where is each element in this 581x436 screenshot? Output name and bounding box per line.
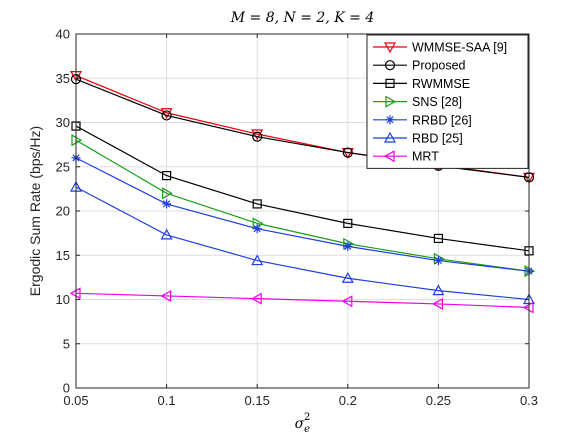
legend-label: RBD [25] [412,132,463,146]
y-tick-label: 5 [63,336,70,351]
data-point-mrt [160,289,172,302]
x-tick-label: 0.3 [520,393,538,408]
data-point-rbd-25 [160,228,173,240]
y-axis-label: Ergodic Sum Rate (bps/Hz) [27,126,43,296]
legend-marker [383,150,395,163]
x-tick-label: 0.2 [339,393,357,408]
y-tick-label: 40 [56,27,70,42]
legend-item-wmmse-saa-9: WMMSE-SAA [9] [373,41,507,55]
legend-item-sns-28: SNS [28] [373,95,462,109]
legend-marker [383,42,397,54]
legend-marker [385,115,395,125]
axis-ticks: 0.05 0.1 0.15 0.2 0.25 0.3 0 5 10 15 20 25 30 35 40 [56,27,539,409]
data-point-proposed [161,110,172,121]
legend-marker [385,95,397,108]
legend-label: MRT [412,150,439,164]
x-label-sub: e [304,424,310,435]
data-point-wmmse-saa-9 [160,108,173,120]
x-tick-label: 0.05 [63,393,88,408]
x-tick-label: 0.25 [426,393,451,408]
data-point-rwmmse [162,171,172,181]
x-tick-label: 0.15 [245,393,270,408]
legend-marker [384,60,396,71]
chart-title: M = 8, N = 2, K = 4 [230,10,374,26]
y-tick-label: 25 [56,159,70,174]
data-point-rrbd-26 [252,224,262,234]
y-tick-label: 10 [56,292,70,307]
data-point-rwmmse [433,233,443,244]
legend-item-rwmmse: RWMMSE [373,77,470,91]
series-rwmmse [71,121,534,256]
legend-label: Proposed [412,59,466,73]
series-line-mrt [75,292,530,309]
series-line-rbd-25 [75,186,530,301]
legend-marker [385,78,395,89]
x-axis-label: σe2 [295,412,311,435]
data-point-rrbd-26 [343,241,353,251]
data-point-rbd-25 [251,254,264,266]
legend-label: RWMMSE [412,77,470,91]
legend-label: WMMSE-SAA [9] [412,41,507,55]
data-point-rrbd-26 [433,256,443,266]
data-point-rwmmse [252,199,262,209]
x-label-base: σ [295,416,305,432]
legend-item-rbd-25: RBD [25] [373,132,463,146]
legend-label: RRBD [26] [412,113,472,127]
data-point-rwmmse [343,218,353,228]
data-point-mrt [341,295,353,308]
series-line-rrbd-26 [75,157,530,272]
legend-label: SNS [28] [412,95,462,109]
x-label-sup: 2 [304,412,310,423]
y-tick-label: 15 [56,248,70,263]
legend-item-proposed: Proposed [373,59,466,73]
x-tick-label: 0.1 [158,393,176,408]
data-point-rbd-25 [432,284,445,296]
y-tick-label: 0 [63,381,70,396]
legend-item-mrt: MRT [373,150,439,164]
data-point-mrt [250,292,262,305]
data-point-proposed [252,131,263,142]
legend: WMMSE-SAA [9] Proposed RWMMSE SNS [28] RRBD … [366,34,529,169]
legend-marker [383,131,397,143]
data-point-rbd-25 [341,272,354,283]
y-tick-label: 35 [56,71,70,86]
series-line-sns-28 [75,139,530,272]
data-point-proposed [342,147,353,158]
data-point-rrbd-26 [162,199,172,209]
series-line-rwmmse [75,125,530,252]
data-point-mrt [432,297,443,310]
y-tick-label: 30 [56,115,70,130]
data-point-sns-28 [162,187,173,200]
data-point-wmmse-saa-9 [251,129,264,141]
legend-item-rrbd-26: RRBD [26] [373,113,472,127]
y-tick-label: 20 [56,204,70,219]
